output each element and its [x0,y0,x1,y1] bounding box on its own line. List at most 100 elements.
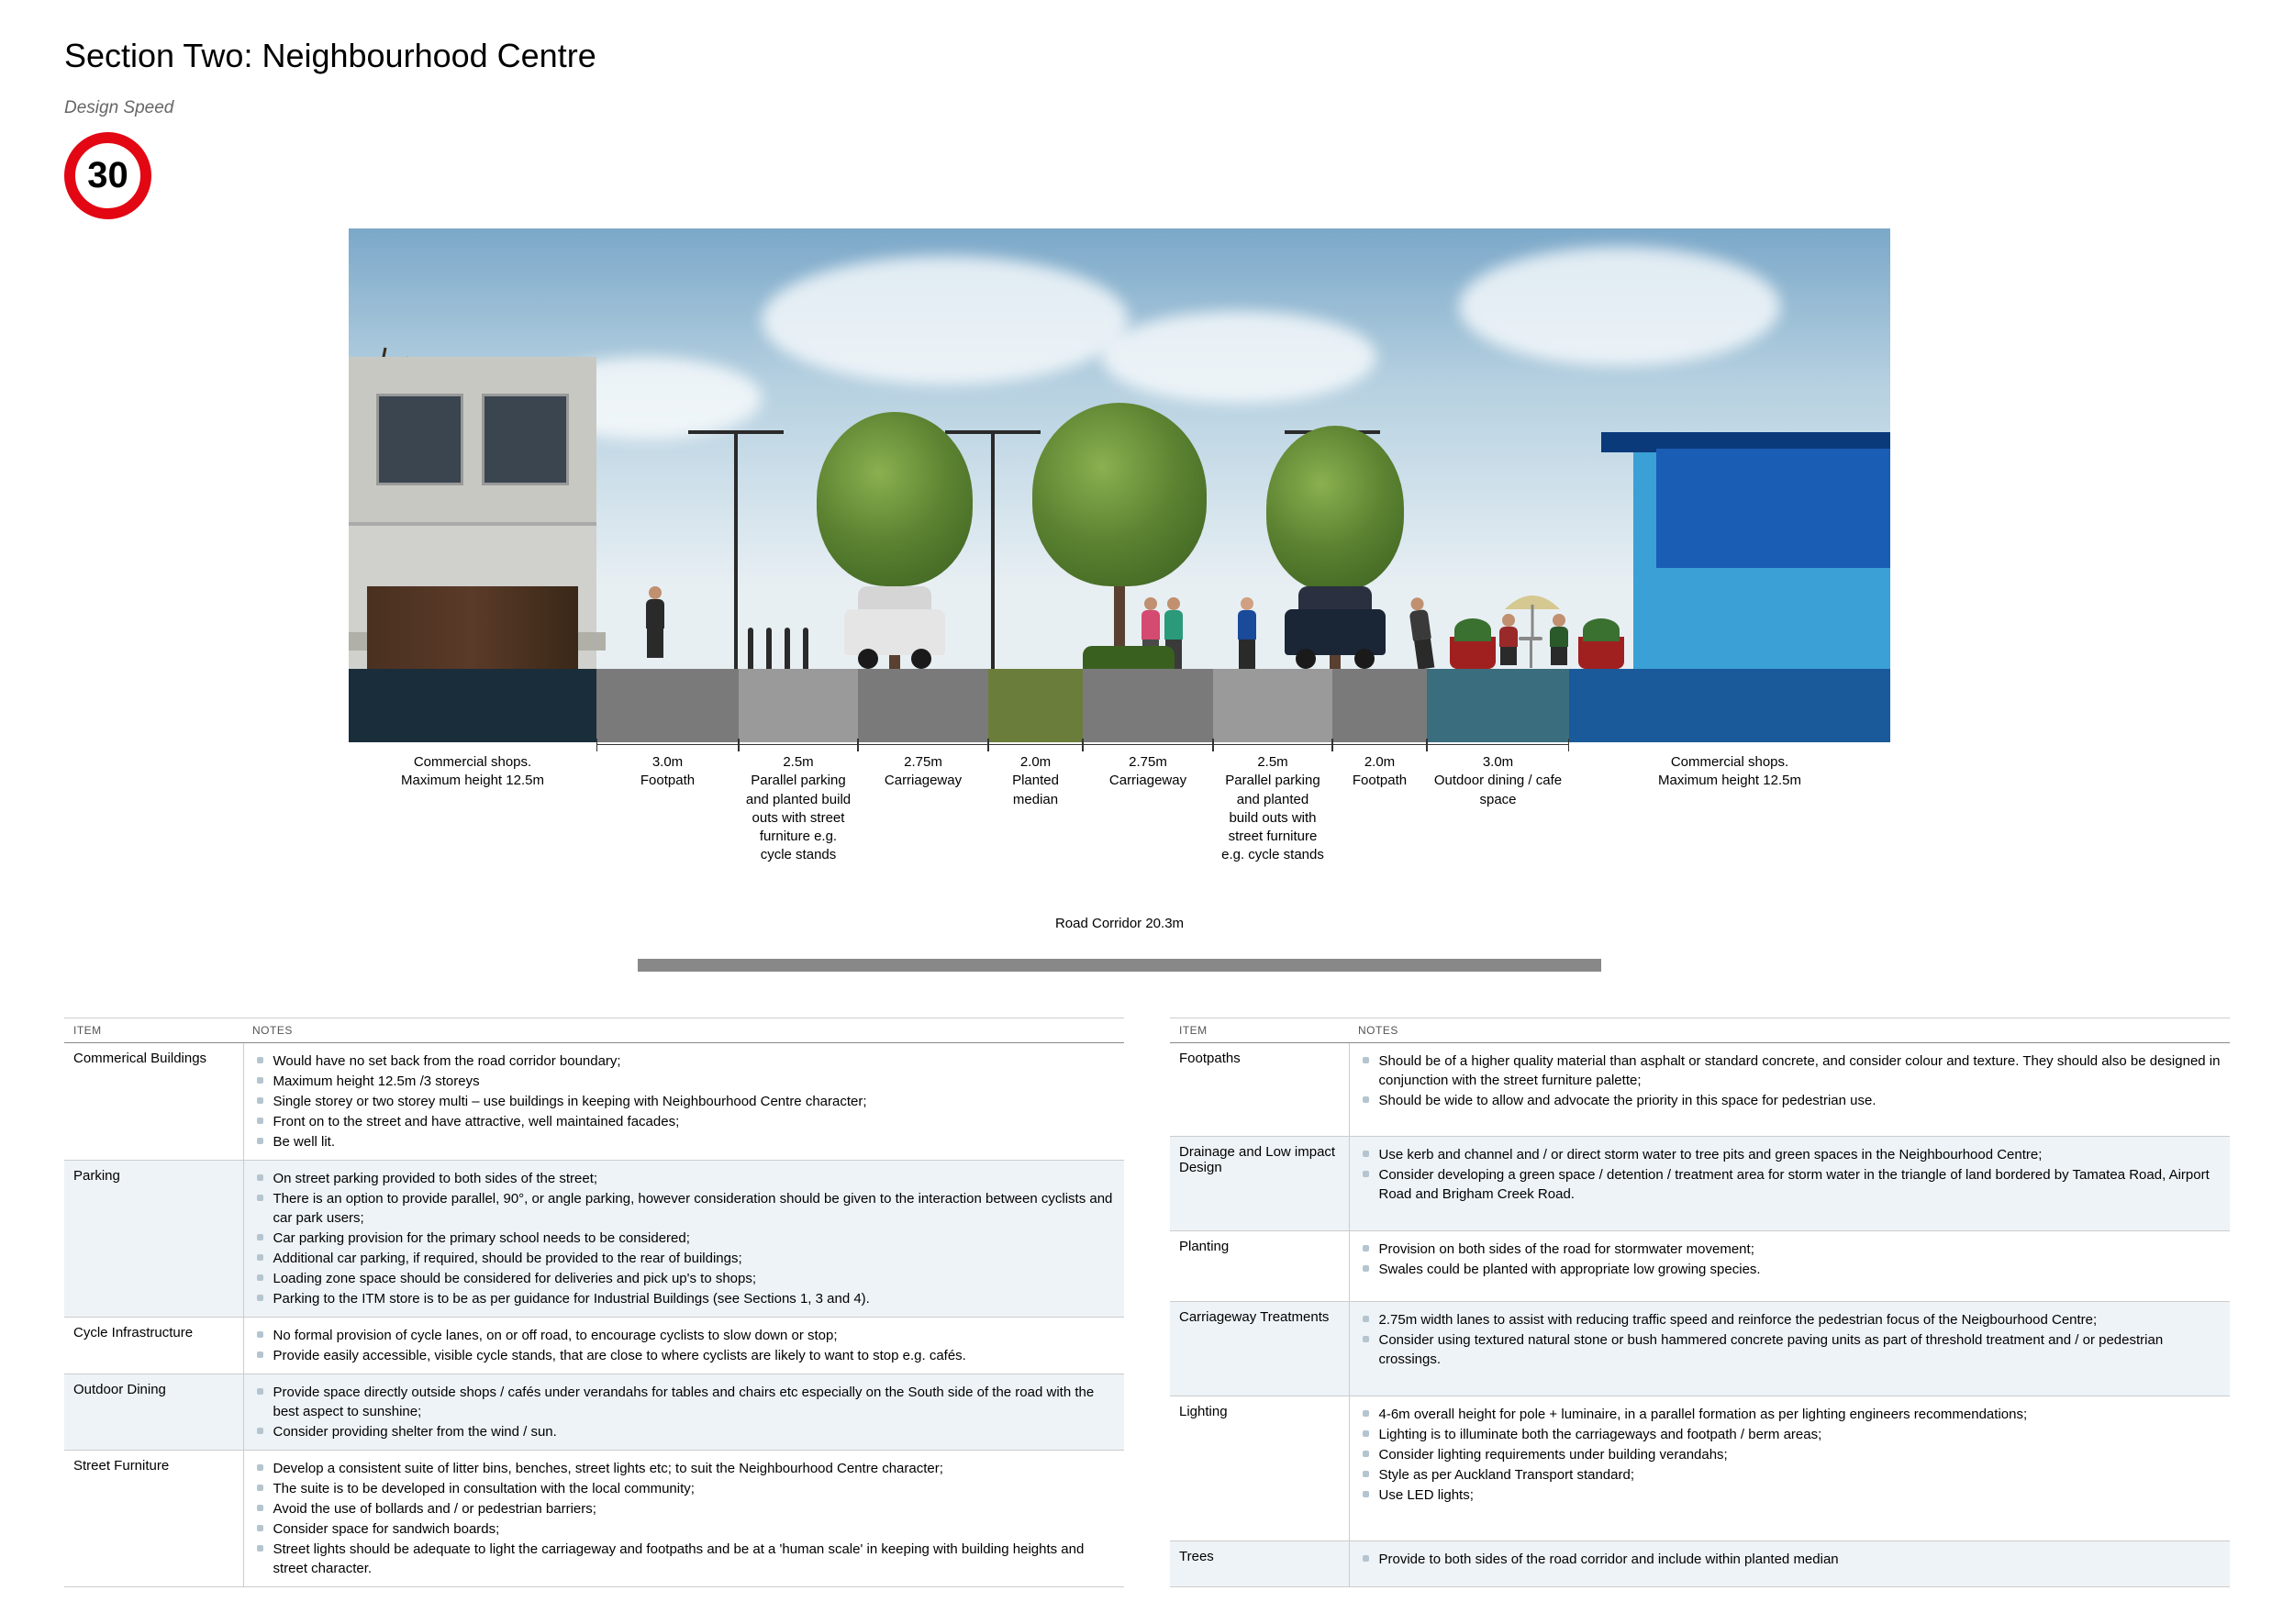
list-item: Loading zone space should be considered … [273,1269,1116,1288]
bollard-icon [785,628,790,669]
list-item: Consider space for sandwich boards; [273,1519,1116,1539]
hedge-icon [1083,646,1175,669]
list-item: Use kerb and channel and / or direct sto… [1379,1145,2222,1164]
item-cell: Footpaths [1170,1042,1349,1137]
dimension-label: 2.75mCarriageway [1083,753,1213,865]
road-segment [1083,669,1213,742]
dimension-label: Commercial shops.Maximum height 12.5m [349,753,596,865]
list-item: There is an option to provide parallel, … [273,1189,1116,1228]
corridor-label: Road Corridor 20.3m [349,916,1890,931]
list-item: Provide to both sides of the road corrid… [1379,1550,2222,1569]
road-segment [349,669,596,742]
cyclist-icon [1234,597,1260,669]
bollard-icon [766,628,772,669]
item-cell: Outdoor Dining [64,1374,243,1450]
dimension-label: Commercial shops.Maximum height 12.5m [1569,753,1890,865]
table-row: Drainage and Low impact Design Use kerb a… [1170,1137,2230,1231]
subtitle: Design Speed [64,98,2230,118]
table-row: Parking On street parking provided to bot… [64,1160,1124,1317]
col-item: ITEM [64,1018,243,1042]
list-item: Car parking provision for the primary sc… [273,1229,1116,1248]
list-item: Should be wide to allow and advocate the… [1379,1091,2222,1110]
notes-cell: Would have no set back from the road cor… [243,1042,1124,1160]
list-item: Provide easily accessible, visible cycle… [273,1346,1116,1365]
table-row: Footpaths Should be of a higher quality m… [1170,1042,2230,1137]
corridor-bar [638,959,1601,972]
list-item: Consider using textured natural stone or… [1379,1330,2222,1369]
col-item: ITEM [1170,1018,1349,1042]
list-item: Style as per Auckland Transport standard… [1379,1465,2222,1485]
planter-icon [1578,637,1624,669]
umbrella-icon [1500,591,1565,637]
notes-table-right: ITEM NOTES Footpaths Should be of a highe… [1170,1018,2230,1587]
cross-section-diagram: Commercial shops.Maximum height 12.5m3.0… [349,228,1890,972]
list-item: Parking to the ITM store is to be as per… [273,1289,1116,1308]
notes-table-left: ITEM NOTES Commerical Buildings Would hav… [64,1018,1124,1587]
list-item: Avoid the use of bollards and / or pedes… [273,1499,1116,1518]
road-segment [1427,669,1569,742]
list-item: Provide space directly outside shops / c… [273,1383,1116,1421]
road-segment [739,669,858,742]
list-item: Provision on both sides of the road for … [1379,1240,2222,1259]
pedestrian-icon [1404,595,1440,670]
car-icon [1285,586,1386,669]
table-row: Trees Provide to both sides of the road c… [1170,1541,2230,1586]
table-row: Lighting4-6m overall height for pole + l… [1170,1396,2230,1541]
list-item: On street parking provided to both sides… [273,1169,1116,1188]
road-segment [988,669,1083,742]
list-item: Consider providing shelter from the wind… [273,1422,1116,1441]
road-segment [596,669,739,742]
dimension-label: 2.5mParallel parkingand plantedbuild out… [1213,753,1332,865]
notes-cell: On street parking provided to both sides… [243,1160,1124,1317]
dimension-label: 2.75mCarriageway [858,753,988,865]
list-item: Be well lit. [273,1132,1116,1151]
notes-cell: Provide space directly outside shops / c… [243,1374,1124,1450]
list-item: Would have no set back from the road cor… [273,1051,1116,1071]
street-illustration [349,228,1890,742]
item-cell: Drainage and Low impact Design [1170,1137,1349,1231]
list-item: Develop a consistent suite of litter bin… [273,1459,1116,1478]
page-title: Section Two: Neighbourhood Centre [64,37,2230,75]
road-strip [349,669,1890,742]
list-item: Should be of a higher quality material t… [1379,1051,2222,1090]
notes-cell: No formal provision of cycle lanes, on o… [243,1317,1124,1374]
notes-cell: Provide to both sides of the road corrid… [1349,1541,2230,1586]
notes-cell: Provision on both sides of the road for … [1349,1231,2230,1302]
planter-icon [1450,637,1496,669]
dimension-label: 2.0mFootpath [1332,753,1427,865]
speed-limit-sign: 30 [64,132,151,219]
notes-cell: Use kerb and channel and / or direct sto… [1349,1137,2230,1231]
table-row: Commerical Buildings Would have no set ba… [64,1042,1124,1160]
item-cell: Street Furniture [64,1450,243,1586]
item-cell: Lighting [1170,1396,1349,1541]
item-cell: Cycle Infrastructure [64,1317,243,1374]
table-row: Planting Provision on both sides of the r… [1170,1231,2230,1302]
list-item: Consider lighting requirements under bui… [1379,1445,2222,1464]
item-cell: Trees [1170,1541,1349,1586]
cafe-table-icon [1519,637,1542,669]
building-right [1633,449,1890,669]
dimension-label: 2.5mParallel parkingand planted buildout… [739,753,858,865]
list-item: Lighting is to illuminate both the carri… [1379,1425,2222,1444]
street-lamp-icon [734,430,738,669]
road-segment [1569,669,1890,742]
col-notes: NOTES [1349,1018,2230,1042]
notes-cell: Should be of a higher quality material t… [1349,1042,2230,1137]
street-lamp-icon [991,430,995,669]
table-row: Carriageway Treatments2.75m width lanes … [1170,1301,2230,1396]
car-icon [844,586,945,669]
notes-cell: 2.75m width lanes to assist with reducin… [1349,1301,2230,1396]
table-row: Street Furniture Develop a consistent sui… [64,1450,1124,1586]
dimension-label: 3.0mFootpath [596,753,739,865]
item-cell: Commerical Buildings [64,1042,243,1160]
item-cell: Parking [64,1160,243,1317]
shopfront-left [367,586,578,669]
list-item: No formal provision of cycle lanes, on o… [273,1326,1116,1345]
col-notes: NOTES [243,1018,1124,1042]
item-cell: Carriageway Treatments [1170,1301,1349,1396]
list-item: The suite is to be developed in consulta… [273,1479,1116,1498]
item-cell: Planting [1170,1231,1349,1302]
notes-cell: Develop a consistent suite of litter bin… [243,1450,1124,1586]
bollard-icon [803,628,808,669]
table-row: Outdoor Dining Provide space directly out… [64,1374,1124,1450]
